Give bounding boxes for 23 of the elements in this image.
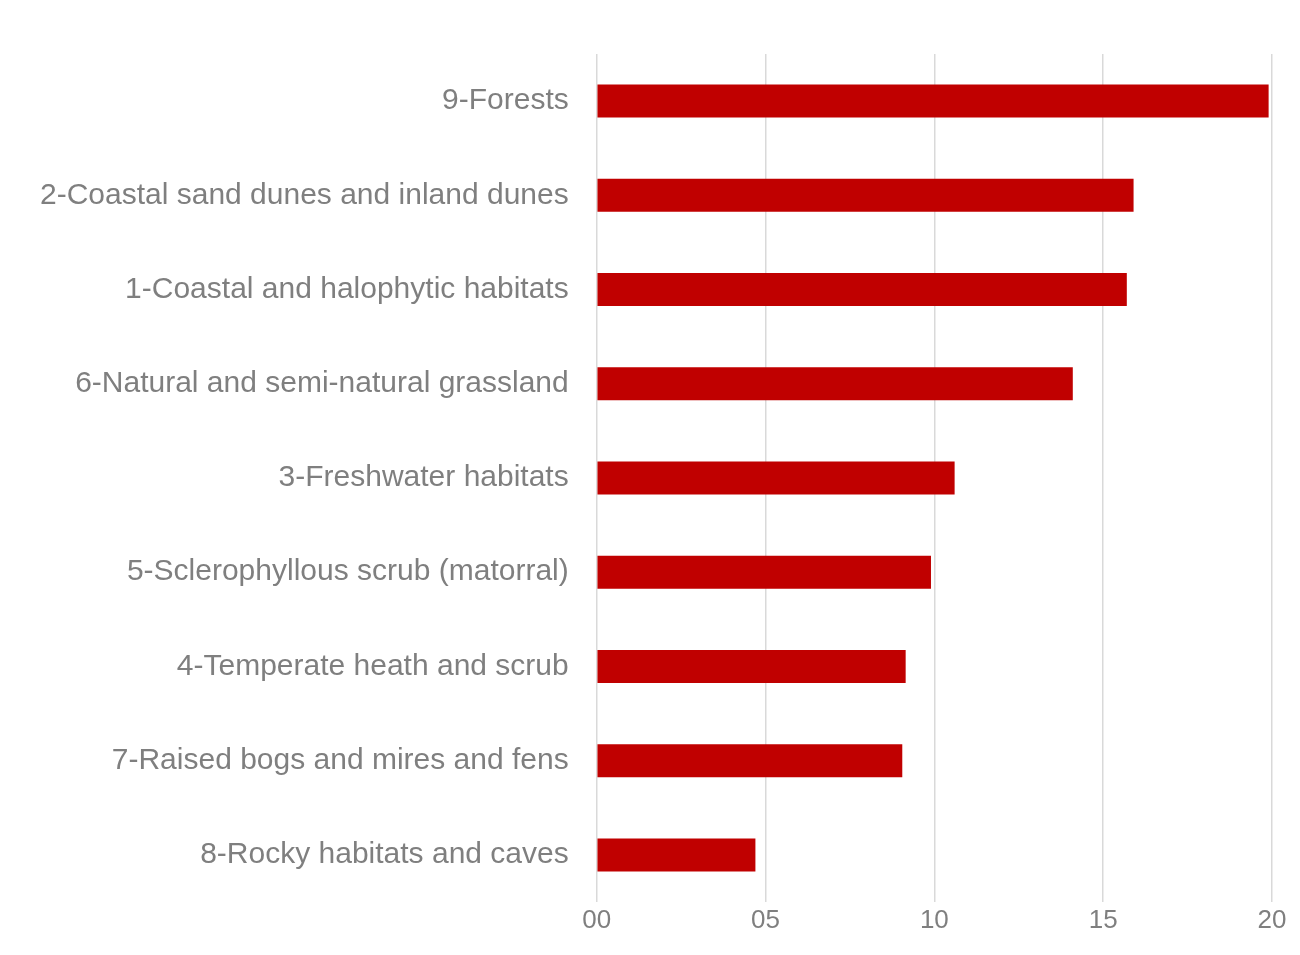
bar <box>597 273 1127 307</box>
y-tick-label: 3-Freshwater habitats <box>278 459 569 493</box>
bar <box>597 649 906 683</box>
y-tick-label: 8-Rocky habitats and caves <box>200 836 569 870</box>
x-tick-label: 15 <box>1088 903 1118 934</box>
y-tick-label: 1-Coastal and halophytic habitats <box>125 270 569 304</box>
bar <box>597 367 1073 401</box>
x-tick-label: 00 <box>582 903 612 934</box>
bar <box>597 838 756 872</box>
bar <box>597 744 903 778</box>
y-tick-label: 9-Forests <box>442 82 569 116</box>
y-tick-label: 6-Natural and semi-natural grassland <box>75 365 569 399</box>
bar <box>597 555 931 589</box>
x-tick-label: 20 <box>1257 903 1287 934</box>
y-tick-label: 5-Sclerophyllous scrub (matorral) <box>126 553 569 587</box>
x-tick-label: 10 <box>919 903 949 934</box>
bar <box>597 84 1269 118</box>
bar <box>597 178 1134 212</box>
bar <box>597 461 955 495</box>
y-tick-label: 4-Temperate heath and scrub <box>176 647 569 681</box>
y-tick-label: 7-Raised bogs and mires and fens <box>111 741 569 775</box>
y-tick-label: 2-Coastal sand dunes and inland dunes <box>39 176 569 210</box>
x-tick-label: 05 <box>751 903 780 934</box>
